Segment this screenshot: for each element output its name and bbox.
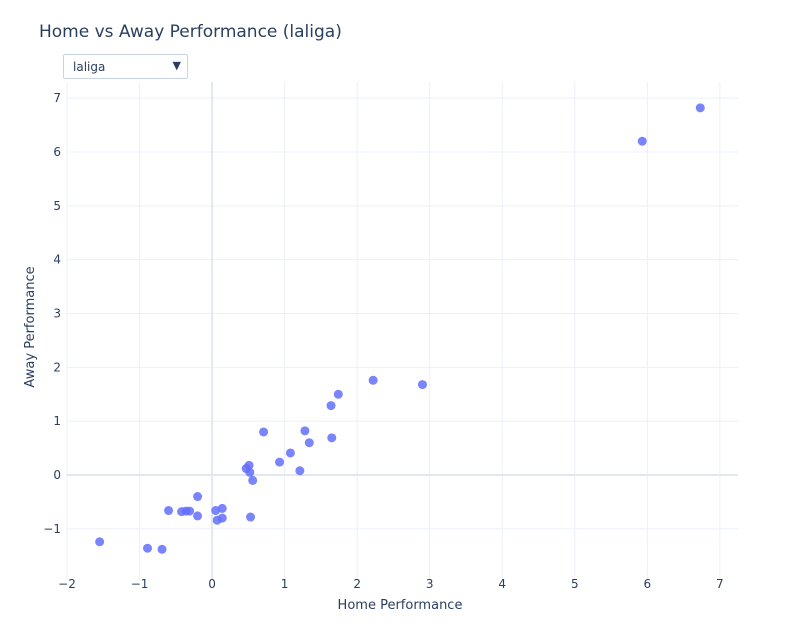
scatter-point[interactable]	[95, 537, 105, 547]
chevron-down-icon: ▼	[172, 59, 181, 72]
x-tick-label: 1	[281, 577, 289, 591]
x-axis-title: Home Performance	[338, 598, 463, 613]
scatter-point[interactable]	[304, 438, 314, 448]
scatter-point[interactable]	[695, 103, 705, 113]
grid-lines	[66, 82, 738, 580]
scatter-point[interactable]	[217, 513, 227, 523]
scatter-point[interactable]	[244, 460, 254, 470]
x-tick-label: 4	[498, 577, 506, 591]
scatter-point[interactable]	[143, 543, 153, 553]
scatter-point[interactable]	[193, 511, 203, 521]
scatter-point[interactable]	[326, 401, 336, 411]
x-tick-label: 0	[208, 577, 216, 591]
scatter-point[interactable]	[295, 466, 305, 476]
data-points	[95, 103, 705, 554]
dropdown-selected-value: laliga	[73, 60, 106, 74]
scatter-point[interactable]	[246, 512, 256, 522]
y-tick-label: 5	[53, 199, 61, 213]
y-tick-label: −1	[43, 522, 61, 536]
chart-title: Home vs Away Performance (laliga)	[39, 22, 342, 42]
scatter-point[interactable]	[185, 506, 195, 516]
scatter-point[interactable]	[259, 427, 269, 437]
scatter-point[interactable]	[333, 389, 343, 399]
zero-lines	[67, 82, 738, 580]
y-tick-label: 0	[53, 468, 61, 482]
scatter-point[interactable]	[327, 433, 337, 443]
scatter-point[interactable]	[275, 457, 285, 467]
scatter-point[interactable]	[193, 492, 203, 502]
x-axis-ticks: −2 −1 0 1 2 3 4 5 6 7	[58, 577, 724, 591]
x-tick-label: 3	[426, 577, 434, 591]
y-tick-label: 1	[53, 414, 61, 428]
y-tick-label: 7	[53, 91, 61, 105]
scatter-point[interactable]	[285, 448, 295, 458]
x-tick-label: 7	[716, 577, 724, 591]
y-tick-label: 6	[53, 145, 61, 159]
x-tick-label: 6	[644, 577, 652, 591]
scatter-point[interactable]	[217, 503, 227, 513]
x-tick-label: −1	[131, 577, 149, 591]
scatter-point[interactable]	[417, 380, 427, 390]
scatter-point[interactable]	[248, 475, 258, 485]
scatter-point[interactable]	[164, 506, 174, 516]
scatter-point[interactable]	[637, 136, 647, 146]
y-tick-label: 2	[53, 360, 61, 374]
x-tick-label: −2	[58, 577, 76, 591]
y-tick-label: 4	[53, 253, 61, 267]
x-tick-label: 5	[571, 577, 579, 591]
y-tick-label: 3	[53, 307, 61, 321]
y-axis-title: Away Performance	[23, 266, 38, 387]
scatter-point[interactable]	[157, 544, 167, 554]
y-axis-ticks: −1 0 1 2 3 4 5 6 7	[43, 91, 61, 536]
scatter-point[interactable]	[245, 467, 255, 477]
scatter-point[interactable]	[368, 375, 378, 385]
x-tick-label: 2	[353, 577, 361, 591]
scatter-point[interactable]	[300, 426, 310, 436]
league-dropdown[interactable]: laliga ▼	[63, 54, 188, 79]
